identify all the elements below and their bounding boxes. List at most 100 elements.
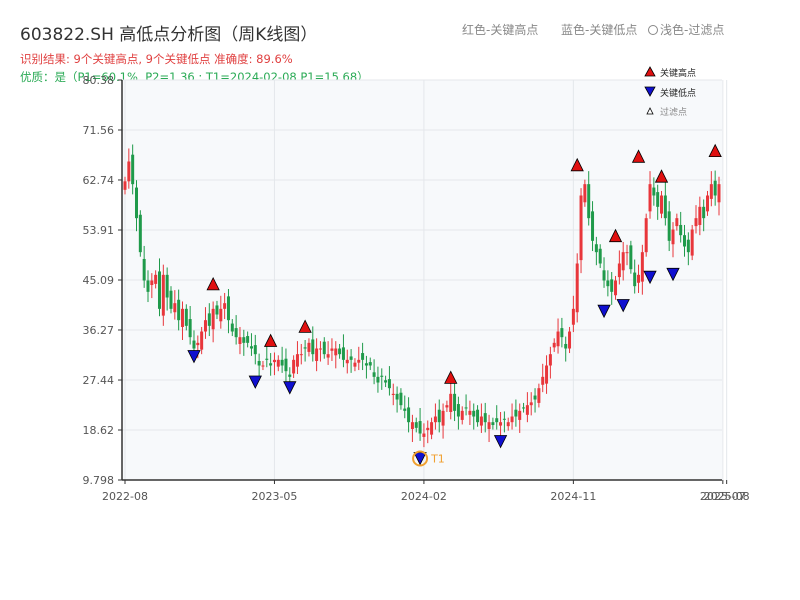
candle-body <box>387 379 391 389</box>
candle-body <box>449 393 453 412</box>
candle-body <box>418 421 422 434</box>
candle-body <box>541 376 545 385</box>
candle-body <box>223 303 227 309</box>
candle-body <box>200 331 204 350</box>
candle-body <box>257 360 261 366</box>
candle-body <box>660 195 664 214</box>
y-tick-label: 80.38 <box>83 74 115 87</box>
candle-body <box>211 308 215 330</box>
candle-body <box>207 313 211 326</box>
candle-body <box>349 356 353 360</box>
key-high-marker <box>654 169 669 183</box>
candle-body <box>142 258 146 281</box>
x-tick-label: 2023-05 <box>251 490 297 503</box>
candle-body <box>606 280 610 287</box>
candle-body <box>238 337 242 344</box>
t1-label: T1 <box>430 453 445 466</box>
candle-body <box>215 305 219 315</box>
candle-body <box>437 409 441 423</box>
key-high-marker <box>206 276 220 291</box>
candle-body <box>311 339 315 355</box>
key-high-marker <box>608 228 623 243</box>
candle-body <box>184 308 188 326</box>
legend-red-text: 红色-关键高点 <box>462 23 539 37</box>
candle-body <box>594 244 598 253</box>
candle-body <box>598 248 602 264</box>
candle-body <box>249 346 253 349</box>
x-tick-label: 2025-08 <box>704 490 750 503</box>
candle-body <box>656 192 660 207</box>
candle-body <box>472 410 476 417</box>
candle-body <box>637 274 641 283</box>
key-low-marker <box>248 375 262 389</box>
candle-body <box>341 347 345 360</box>
candle-body <box>690 229 694 256</box>
legend-high-marker <box>644 66 656 77</box>
x-tick-label: 2024-11 <box>550 490 596 503</box>
candle-body <box>295 354 299 367</box>
y-tick-label: 62.74 <box>83 174 115 187</box>
key-low-marker <box>643 270 657 285</box>
legend-light-label: 浅色-过滤点 <box>660 23 725 37</box>
candle-body <box>706 195 710 212</box>
candle-body <box>131 154 135 185</box>
candle-body <box>652 187 656 196</box>
candle-body <box>292 359 296 374</box>
candle-body <box>138 214 142 253</box>
x-tick-label: 2025-07 <box>700 490 746 503</box>
candle-body <box>226 296 230 321</box>
candle-body <box>395 393 399 400</box>
candle-body <box>709 184 713 199</box>
candle-body <box>177 299 181 321</box>
candle-body <box>391 393 395 395</box>
candle-body <box>269 363 273 366</box>
candle-body <box>414 422 418 428</box>
candle-body <box>625 252 629 254</box>
candle-body <box>583 184 587 203</box>
y-tick-label: 71.56 <box>83 124 115 137</box>
candle-body <box>134 187 138 219</box>
candle-body <box>487 422 491 429</box>
candle-body <box>621 252 625 271</box>
candle-body <box>533 395 537 400</box>
key-low-marker <box>666 267 680 282</box>
candle-body <box>495 418 499 423</box>
candle-body <box>529 402 533 406</box>
key-low-marker <box>616 299 630 313</box>
candle-body <box>315 348 319 361</box>
candle-body <box>192 340 196 349</box>
candle-body <box>510 416 514 423</box>
legend-filtered-marker <box>646 107 654 115</box>
candle-body <box>345 359 349 364</box>
candle-body <box>361 353 365 360</box>
candle-body <box>326 354 330 358</box>
y-tick-label: 36.27 <box>83 324 115 337</box>
candle-body <box>330 348 334 351</box>
candle-body <box>426 427 430 431</box>
candle-body <box>683 235 687 247</box>
candle-body <box>188 319 192 338</box>
candle-body <box>372 372 376 377</box>
candle-body <box>602 270 606 281</box>
candle-body <box>648 184 652 212</box>
candle-body <box>441 410 445 426</box>
circle-icon <box>648 25 658 35</box>
candle-body <box>368 362 372 366</box>
candle-body <box>407 407 411 423</box>
candle-body <box>552 342 556 348</box>
candle-body <box>483 413 487 423</box>
key-low-marker <box>283 381 297 395</box>
candle-body <box>713 180 717 196</box>
candle-body <box>242 337 246 343</box>
candle-body <box>694 218 698 227</box>
candle-body <box>663 195 667 219</box>
candle-body <box>717 184 721 203</box>
key-high-marker <box>444 370 458 384</box>
candle-body <box>169 290 173 309</box>
y-tick-label: 9.798 <box>83 474 115 487</box>
candle-body <box>579 195 583 261</box>
y-tick-label: 18.62 <box>83 424 115 437</box>
candle-body <box>433 416 437 423</box>
candle-body <box>234 328 238 338</box>
